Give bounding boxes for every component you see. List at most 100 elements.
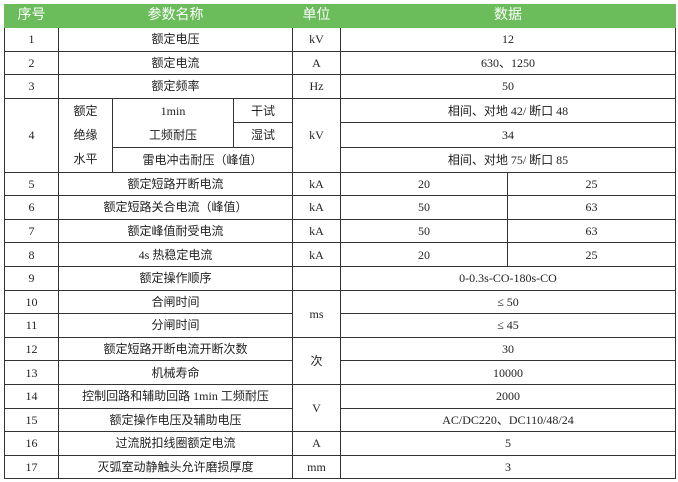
row-value: 50 xyxy=(340,74,676,99)
row-unit xyxy=(292,265,341,291)
row-no: 15 xyxy=(4,407,59,433)
table-row: 8 4s 热稳定电流 kA 20 25 xyxy=(4,242,676,267)
row-name: 额定频率 xyxy=(58,74,293,99)
table-row: 10 合闸时间 ms ≤ 50 xyxy=(4,289,676,338)
table-row: 12 额定短路开断电流开断次数 次 30 xyxy=(4,336,676,385)
row-name: 分闸时间 xyxy=(58,313,293,338)
table-row: 15 额定操作电压及辅助电压 AC/DC220、DC110/48/24 xyxy=(4,407,676,433)
row-unit: kA xyxy=(292,218,341,244)
table-row: 3 额定频率 Hz 50 xyxy=(4,74,676,99)
row-unit: 次 xyxy=(292,336,341,385)
row-no: 13 xyxy=(4,360,59,385)
insulation-group-line: 绝缘 xyxy=(73,128,98,143)
row-no: 3 xyxy=(4,74,59,99)
row-name: 4s 热稳定电流 xyxy=(58,242,293,267)
row-no: 7 xyxy=(4,218,59,244)
dry-test: 干试 xyxy=(233,97,293,124)
row-unit: kV xyxy=(292,97,341,173)
row-value-1: 20 xyxy=(340,171,508,197)
row-value-2: 25 xyxy=(507,242,676,267)
row-value: ≤ 50 xyxy=(340,289,676,315)
table-row: 13 机械寿命 10000 xyxy=(4,360,676,385)
row-unit: kA xyxy=(292,242,341,267)
header-name: 参数名称 xyxy=(58,4,293,28)
table-header: 序号 参数名称 单位 数据 xyxy=(4,4,676,28)
row-no: 4 xyxy=(4,97,59,173)
insulation-group-line: 额定 xyxy=(73,104,98,119)
header-no: 序号 xyxy=(4,4,59,28)
row-no: 6 xyxy=(4,195,59,220)
insulation-group-line: 水平 xyxy=(73,152,98,167)
row-name: 控制回路和辅助回路 1min 工频耐压 xyxy=(58,383,293,409)
wet-value: 34 xyxy=(340,122,676,148)
row-unit: mm xyxy=(292,454,341,480)
row-name: 额定短路开断电流 xyxy=(58,171,293,197)
row-value: 0-0.3s-CO-180s-CO xyxy=(340,265,676,291)
row-unit: Hz xyxy=(292,74,341,99)
header-data: 数据 xyxy=(340,4,676,28)
row-value: 30 xyxy=(340,336,676,362)
table-row: 5 额定短路开断电流 kA 20 25 xyxy=(4,171,676,197)
table-row: 14 控制回路和辅助回路 1min 工频耐压 V 2000 xyxy=(4,383,676,433)
row-no: 12 xyxy=(4,336,59,362)
pf-line2: 工频耐压 xyxy=(148,127,197,142)
row-value-2: 63 xyxy=(507,218,676,244)
table-row: 17 灭弧室动静触头允许磨损厚度 mm 3 xyxy=(4,454,676,480)
lightning-impulse: 雷电冲击耐压（峰值） xyxy=(112,146,293,173)
table-row: 16 过流脱扣线圈额定电流 A 5 xyxy=(4,431,676,456)
table-row: 9 额定操作顺序 0-0.3s-CO-180s-CO xyxy=(4,265,676,291)
row-unit: kA xyxy=(292,195,341,220)
row-name: 额定操作顺序 xyxy=(58,265,293,291)
wet-test: 湿试 xyxy=(233,122,293,148)
lightning-value: 相间、对地 75/ 断口 85 xyxy=(340,146,676,173)
row-no: 9 xyxy=(4,265,59,291)
row-no: 1 xyxy=(4,27,59,52)
row-no: 16 xyxy=(4,431,59,456)
row-name: 额定峰值耐受电流 xyxy=(58,218,293,244)
row-no: 10 xyxy=(4,289,59,315)
row-value-2: 25 xyxy=(507,171,676,197)
row-name: 过流脱扣线圈额定电流 xyxy=(58,431,293,456)
row-unit: A xyxy=(292,431,341,456)
row-name: 额定短路开断电流开断次数 xyxy=(58,336,293,362)
row-name: 额定操作电压及辅助电压 xyxy=(58,407,293,433)
insulation-group: 额定 绝缘 水平 xyxy=(58,97,113,173)
row-no: 14 xyxy=(4,383,59,409)
row-value-1: 20 xyxy=(340,242,508,267)
row-name: 合闸时间 xyxy=(58,289,293,315)
header-unit: 单位 xyxy=(292,4,341,28)
row-value-1: 50 xyxy=(340,218,508,244)
row-value-2: 63 xyxy=(507,195,676,220)
row-unit: kA xyxy=(292,171,341,197)
row-name: 额定电流 xyxy=(58,50,293,76)
table-row: 4 额定 绝缘 水平 1min 工频耐压 干试 kV 相间、对地 42/ 断口 … xyxy=(4,97,676,173)
row-no: 17 xyxy=(4,454,59,480)
row-value: ≤ 45 xyxy=(340,313,676,338)
row-name: 额定电压 xyxy=(58,27,293,52)
table-row: 7 额定峰值耐受电流 kA 50 63 xyxy=(4,218,676,244)
row-no: 8 xyxy=(4,242,59,267)
parameter-table: 序号 参数名称 单位 数据 1 额定电压 kV 12 2 额定电流 A 630、… xyxy=(4,4,676,480)
pf-line1: 1min xyxy=(160,103,186,118)
row-name: 灭弧室动静触头允许磨损厚度 xyxy=(58,454,293,480)
table-row: 湿试 34 xyxy=(5,122,676,148)
row-value: 2000 xyxy=(340,383,676,409)
row-value: AC/DC220、DC110/48/24 xyxy=(340,407,676,433)
row-unit: kV xyxy=(292,27,341,52)
row-no: 5 xyxy=(4,171,59,197)
table-row: 雷电冲击耐压（峰值） 相间、对地 75/ 断口 85 xyxy=(5,146,676,173)
row-unit: A xyxy=(292,50,341,76)
row-value-1: 50 xyxy=(340,195,508,220)
row-no: 11 xyxy=(4,313,59,338)
row-value: 5 xyxy=(340,431,676,456)
row-value: 3 xyxy=(340,454,676,480)
row-name: 额定短路关合电流（峰值） xyxy=(58,195,293,220)
row-unit: V xyxy=(292,383,341,433)
table-row: 11 分闸时间 ≤ 45 xyxy=(4,313,676,338)
table-row: 1 额定电压 kV 12 xyxy=(4,27,676,52)
row-value: 10000 xyxy=(340,360,676,385)
row-value: 630、1250 xyxy=(340,50,676,76)
row-no: 2 xyxy=(4,50,59,76)
dry-value: 相间、对地 42/ 断口 48 xyxy=(340,97,676,124)
power-frequency-withstand: 1min 工频耐压 xyxy=(112,97,234,148)
